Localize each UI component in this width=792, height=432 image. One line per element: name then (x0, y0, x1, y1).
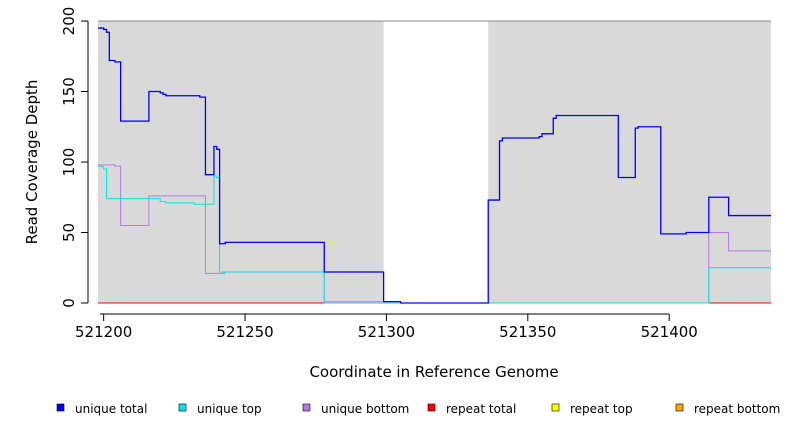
legend-swatch-repeat-bottom (675, 403, 684, 412)
legend-swatch-unique-bottom (302, 403, 311, 412)
y-tick-label: 0 (60, 298, 78, 308)
legend: unique total unique top unique bottom repea… (56, 402, 780, 416)
legend-swatch-repeat-total (427, 403, 436, 412)
x-tick-label: 521300 (358, 323, 415, 341)
y-tick-label: 100 (60, 148, 78, 177)
y-ticks: 0 50 100 150 200 (60, 7, 88, 308)
shaded-region-1 (488, 21, 771, 303)
series-lines (98, 27, 771, 304)
legend-swatch-repeat-top (551, 403, 560, 412)
legend-swatch-unique-top (178, 403, 187, 412)
legend-label-repeat-total: repeat total (446, 402, 516, 416)
series-line-unique-total (98, 27, 771, 304)
x-tick-label: 521200 (75, 323, 132, 341)
x-tick-label: 521350 (499, 323, 556, 341)
shaded-regions (98, 21, 771, 303)
y-axis-title: Read Coverage Depth (23, 80, 41, 245)
legend-label-unique-total: unique total (75, 402, 147, 416)
shaded-region-0 (98, 21, 384, 303)
y-tick-label: 50 (60, 223, 78, 242)
x-tick-label: 521250 (216, 323, 273, 341)
x-ticks: 521200 521250 521300 521350 521400 (75, 314, 698, 341)
legend-swatch-unique-total (56, 403, 65, 412)
y-tick-label: 150 (60, 77, 78, 106)
legend-label-repeat-top: repeat top (570, 402, 633, 416)
legend-label-unique-top: unique top (197, 402, 262, 416)
legend-label-repeat-bottom: repeat bottom (694, 402, 780, 416)
x-tick-label: 521400 (641, 323, 698, 341)
x-axis-title: Coordinate in Reference Genome (309, 363, 558, 381)
y-tick-label: 200 (60, 7, 78, 36)
legend-label-unique-bottom: unique bottom (321, 402, 409, 416)
